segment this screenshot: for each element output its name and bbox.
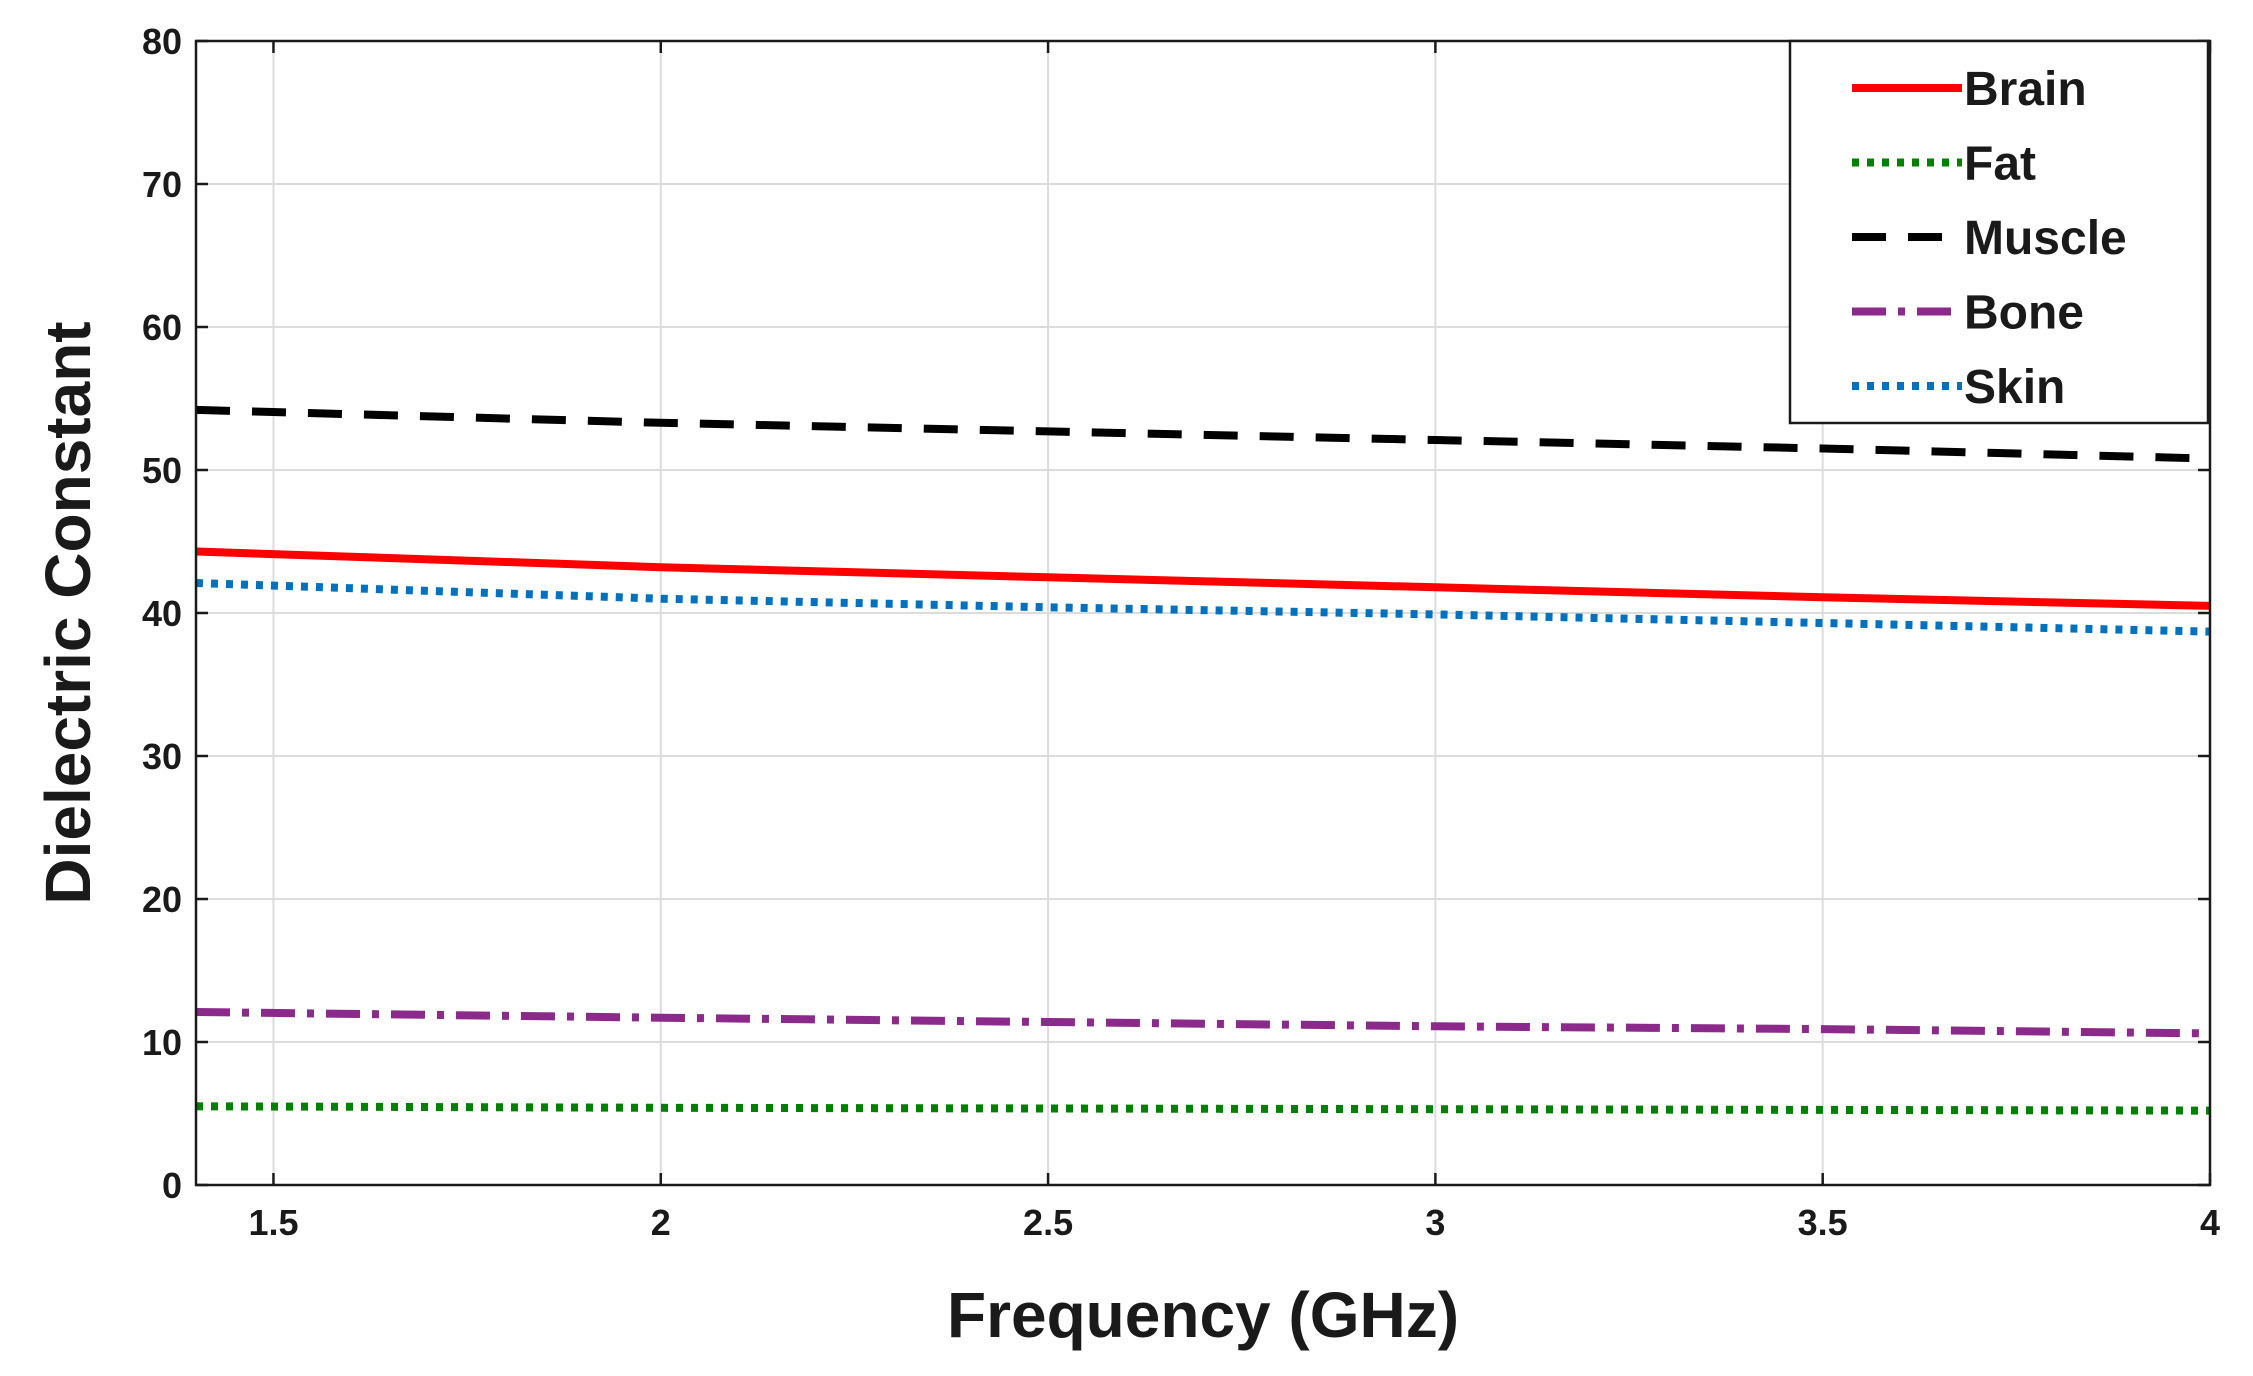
y-axis-title: Dielectric Constant [32, 321, 104, 904]
legend-label-brain: Brain [1964, 63, 2087, 116]
y-tick-label: 60 [142, 307, 182, 348]
y-tick-label: 10 [142, 1022, 182, 1063]
y-tick-label: 50 [142, 450, 182, 491]
legend-label-muscle: Muscle [1964, 212, 2127, 265]
y-tick-label: 70 [142, 164, 182, 205]
x-tick-label: 4 [2200, 1202, 2220, 1243]
x-tick-label: 3 [1425, 1202, 1445, 1243]
y-tick-label: 0 [162, 1165, 182, 1206]
legend: Brain Fat Muscle Bone Skin [1788, 39, 2210, 425]
plot-lines [195, 405, 2211, 1115]
series-line-fat [195, 1102, 2211, 1115]
legend-label-fat: Fat [1964, 138, 2036, 191]
legend-box [1788, 39, 2210, 425]
y-tick-label: 30 [142, 736, 182, 777]
series-line-bone [195, 1008, 2211, 1038]
series-line-brain [195, 547, 2211, 610]
x-tick-label: 2 [651, 1202, 671, 1243]
x-tick-label: 1.5 [248, 1202, 298, 1243]
series-line-skin [195, 579, 2211, 636]
series-line-muscle [195, 405, 2211, 463]
y-tick-label: 40 [142, 593, 182, 634]
y-tick-label: 20 [142, 879, 182, 920]
y-tick-label: 80 [142, 21, 182, 62]
x-tick-label: 2.5 [1023, 1202, 1073, 1243]
legend-label-skin: Skin [1964, 361, 2065, 414]
x-tick-label: 3.5 [1798, 1202, 1848, 1243]
x-axis-title: Frequency (GHz) [947, 1279, 1459, 1351]
legend-label-bone: Bone [1964, 287, 2084, 340]
